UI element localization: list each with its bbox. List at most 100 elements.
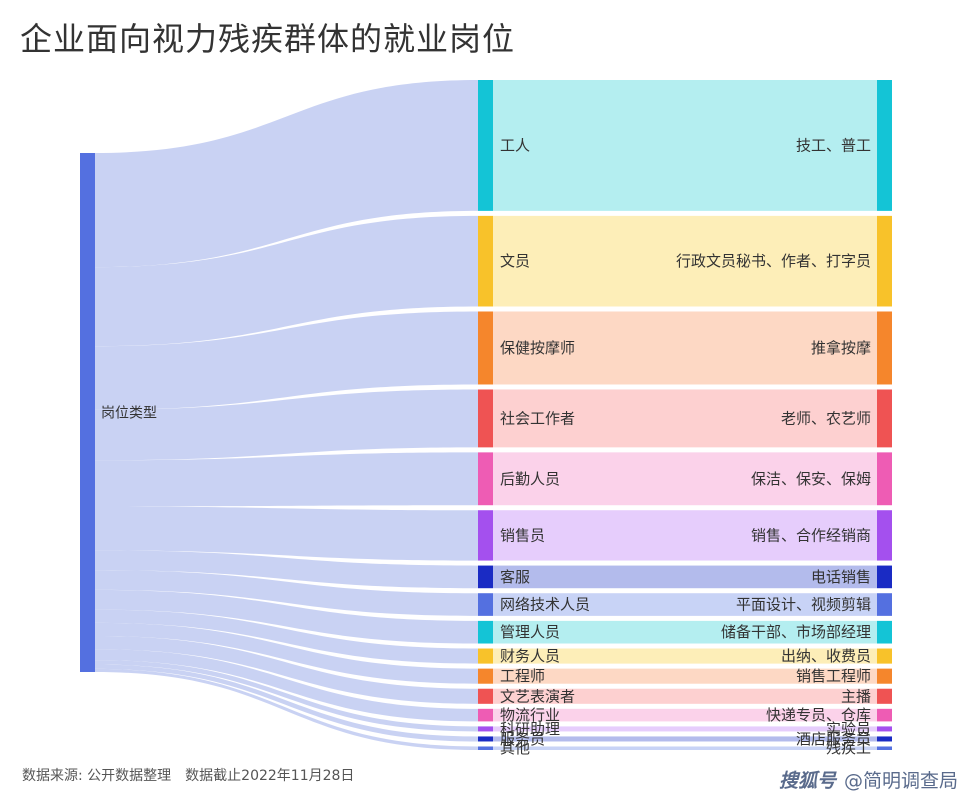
example-node-4 xyxy=(877,452,892,506)
link-1 xyxy=(95,215,478,347)
example-node-8 xyxy=(877,620,892,644)
example-label-13: 实验员 xyxy=(826,720,871,738)
band-3 xyxy=(493,389,877,448)
watermark: 搜狐号 @简明调查局 xyxy=(779,766,958,793)
chart-title: 企业面向视力残疾群体的就业岗位 xyxy=(20,20,516,58)
band-6 xyxy=(493,565,877,589)
category-label-7: 网络技术人员 xyxy=(500,596,590,614)
example-node-6 xyxy=(877,565,892,589)
link-7 xyxy=(95,570,478,616)
example-label-5: 销售、合作经销商 xyxy=(751,526,871,544)
category-node-14 xyxy=(478,736,493,742)
source-node-label: 岗位类型 xyxy=(101,406,157,422)
example-label-1: 行政文员秘书、作者、打字员 xyxy=(676,252,871,270)
example-node-13 xyxy=(877,726,892,732)
band-9 xyxy=(493,648,877,664)
link-15 xyxy=(95,668,478,750)
band-8 xyxy=(493,620,877,644)
link-3 xyxy=(95,389,478,461)
example-label-0: 技工、普工 xyxy=(796,136,871,154)
category-label-9: 财务人员 xyxy=(500,647,560,665)
category-node-11 xyxy=(478,688,493,704)
example-node-2 xyxy=(877,311,892,385)
link-2 xyxy=(95,311,478,410)
band-11 xyxy=(493,688,877,704)
link-8 xyxy=(95,589,478,644)
example-label-12: 快递专员、仓库 xyxy=(766,706,871,724)
example-label-3: 老师、农艺师 xyxy=(781,409,871,427)
category-label-14: 服务员 xyxy=(500,730,545,748)
band-14 xyxy=(493,736,877,742)
example-label-11: 主播 xyxy=(841,687,871,705)
category-node-6 xyxy=(478,565,493,589)
category-node-10 xyxy=(478,668,493,684)
link-13 xyxy=(95,660,478,732)
band-1 xyxy=(493,215,877,307)
category-node-4 xyxy=(478,452,493,506)
example-node-14 xyxy=(877,736,892,742)
link-4 xyxy=(95,452,478,507)
category-node-8 xyxy=(478,620,493,644)
category-label-1: 文员 xyxy=(500,252,530,270)
category-label-0: 工人 xyxy=(500,136,530,154)
category-label-15: 其他 xyxy=(500,739,530,757)
example-node-15 xyxy=(877,746,892,750)
category-label-13: 科研助理 xyxy=(500,720,560,738)
category-bands xyxy=(493,80,877,750)
example-label-14: 酒店服务员 xyxy=(796,730,871,748)
example-node-3 xyxy=(877,389,892,448)
example-node-1 xyxy=(877,215,892,307)
category-node-9 xyxy=(478,648,493,664)
example-node-7 xyxy=(877,593,892,616)
category-label-12: 物流行业 xyxy=(500,706,560,724)
link-0 xyxy=(95,80,478,268)
example-label-9: 出纳、收费员 xyxy=(781,647,871,665)
category-label-8: 管理人员 xyxy=(500,623,560,641)
category-node-0 xyxy=(478,80,493,211)
category-node-5 xyxy=(478,510,493,561)
band-13 xyxy=(493,726,877,732)
example-node-12 xyxy=(877,708,892,722)
link-10 xyxy=(95,622,478,684)
band-12 xyxy=(493,708,877,722)
band-5 xyxy=(493,510,877,561)
watermark-account: @简明调查局 xyxy=(843,770,958,792)
category-label-2: 保健按摩师 xyxy=(500,339,575,357)
example-node-0 xyxy=(877,80,892,211)
example-label-4: 保洁、保安、保姆 xyxy=(751,470,871,488)
category-label-5: 销售员 xyxy=(500,526,545,544)
category-node-3 xyxy=(478,389,493,448)
example-label-8: 储备干部、市场部经理 xyxy=(721,623,871,641)
example-label-2: 推拿按摩 xyxy=(811,339,871,357)
example-label-6: 电话销售 xyxy=(811,568,871,586)
category-node-12 xyxy=(478,708,493,722)
category-node-2 xyxy=(478,311,493,385)
link-12 xyxy=(95,649,478,722)
data-cutoff-note: 数据截止2022年11月28日 xyxy=(185,768,355,784)
sohu-logo: 搜狐号 xyxy=(778,770,836,792)
sankey-links xyxy=(95,80,478,750)
link-9 xyxy=(95,609,478,664)
example-node-9 xyxy=(877,648,892,664)
band-10 xyxy=(493,668,877,684)
category-node-15 xyxy=(478,746,493,750)
band-7 xyxy=(493,593,877,616)
band-2 xyxy=(493,311,877,385)
data-source-note: 数据来源: 公开数据整理 xyxy=(22,768,172,784)
example-label-10: 销售工程师 xyxy=(796,667,871,685)
example-label-7: 平面设计、视频剪辑 xyxy=(736,596,871,614)
category-node-1 xyxy=(478,215,493,307)
footer: 数据来源: 公开数据整理 数据截止2022年11月28日 xyxy=(22,765,354,785)
category-label-6: 客服 xyxy=(500,568,530,586)
band-0 xyxy=(493,80,877,211)
link-11 xyxy=(95,635,478,704)
example-label-15: 残疾工 xyxy=(826,739,871,757)
category-label-3: 社会工作者 xyxy=(500,409,575,427)
category-node-13 xyxy=(478,726,493,732)
sankey-nodes xyxy=(80,80,892,750)
category-label-10: 工程师 xyxy=(500,667,545,685)
link-14 xyxy=(95,664,478,742)
example-node-10 xyxy=(877,668,892,684)
category-label-11: 文艺表演者 xyxy=(500,687,575,705)
